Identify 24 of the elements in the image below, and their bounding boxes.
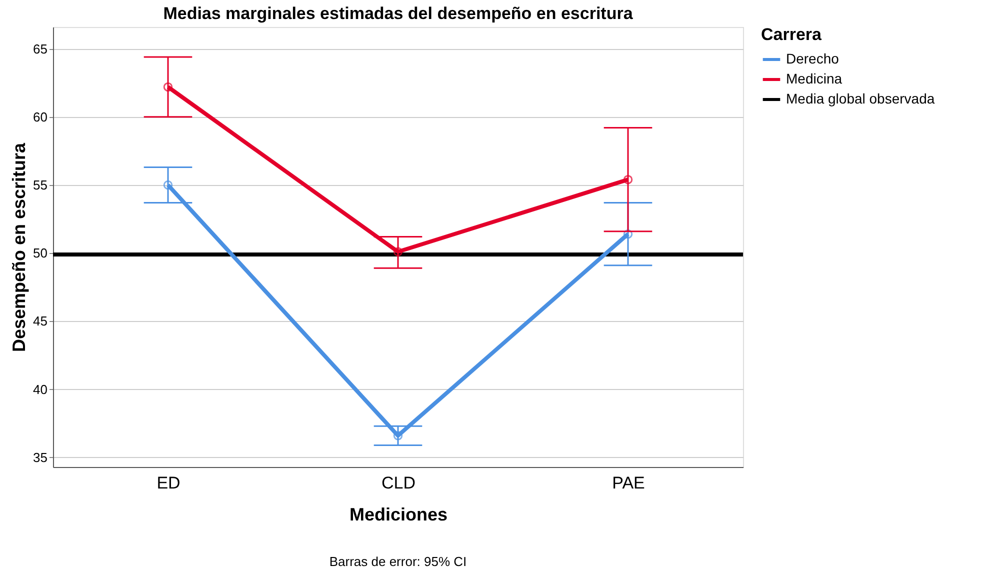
x-tick-label: CLD — [381, 474, 416, 492]
point — [623, 229, 633, 239]
point — [163, 180, 173, 190]
y-tick-label: 50 — [33, 246, 48, 261]
point — [623, 174, 633, 184]
y-axis-title: Desempeño en escritura — [9, 142, 30, 352]
chart-title: Medias marginales estimadas del desempeño en escritura — [163, 4, 634, 23]
legend-label: Medicina — [786, 70, 842, 86]
y-tick-label: 65 — [33, 41, 48, 56]
point — [393, 247, 403, 256]
x-tick-label: ED — [156, 474, 180, 492]
y-tick-label: 45 — [33, 314, 48, 329]
text: Barras de error: 95% CI — [329, 554, 467, 569]
x-axis-title: Mediciones — [349, 504, 448, 524]
legend-title: Carrera — [761, 25, 822, 44]
point — [393, 431, 403, 440]
point — [163, 82, 173, 92]
legend-label: Media global observada — [786, 90, 935, 106]
legend-label: Derecho — [786, 50, 840, 66]
y-tick-label: 55 — [33, 178, 48, 193]
y-tick-label: 60 — [33, 109, 48, 124]
y-tick-label: 40 — [33, 382, 48, 397]
x-tick-label: PAE — [612, 474, 645, 492]
y-tick-label: 35 — [33, 450, 48, 465]
